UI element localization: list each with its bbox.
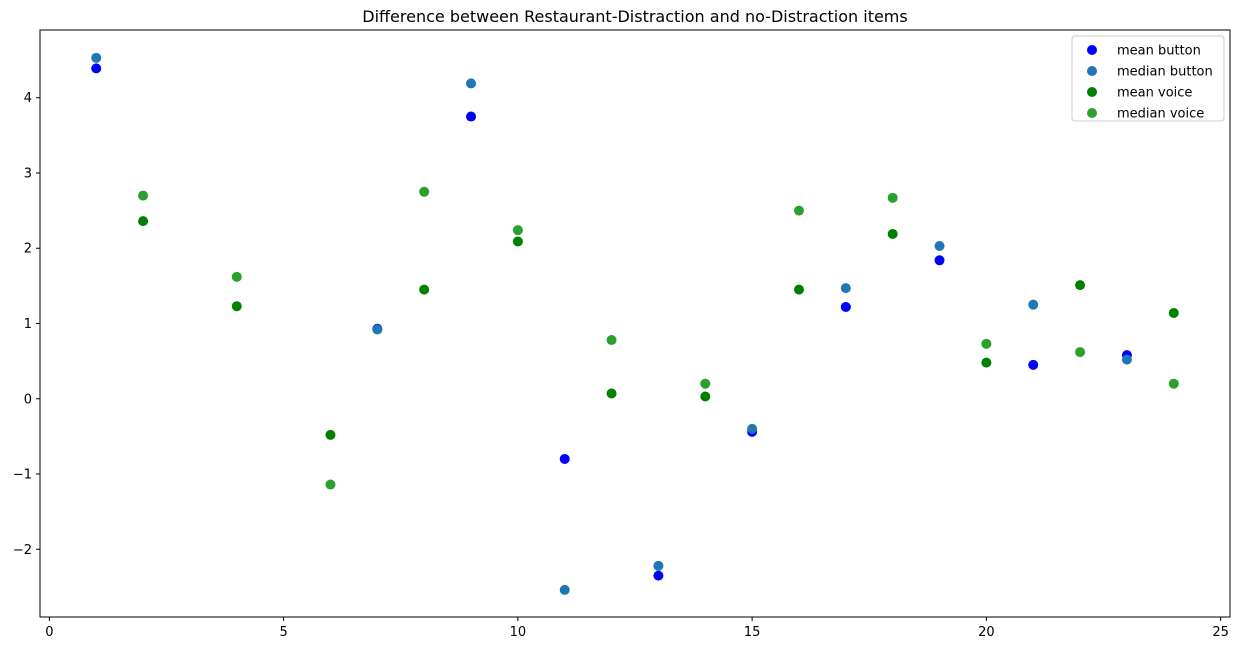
data-point (700, 378, 711, 389)
data-point (138, 216, 149, 227)
data-point (512, 236, 523, 247)
data-point (1121, 354, 1132, 365)
data-point (466, 78, 477, 89)
x-tick-label: 25 (1212, 625, 1229, 640)
data-point (887, 192, 898, 203)
plot-frame (39, 29, 1231, 618)
data-point (1075, 280, 1086, 291)
data-point (934, 255, 945, 266)
legend-marker (1087, 45, 1097, 55)
data-point (653, 560, 664, 571)
legend-marker (1087, 108, 1097, 118)
data-point (606, 335, 617, 346)
x-tick-label: 20 (978, 625, 995, 640)
x-tick-label: 5 (279, 625, 287, 640)
data-point (840, 283, 851, 294)
data-point (606, 388, 617, 399)
plot-axes: 0 5 10 15 20 25 −2 −1 0 1 2 3 4 (13, 29, 1231, 640)
data-point (1168, 378, 1179, 389)
legend-label: median voice (1117, 107, 1204, 122)
data-point (1028, 299, 1039, 310)
legend-label: mean button (1117, 44, 1201, 59)
data-point (981, 357, 992, 368)
legend-marker (1087, 66, 1097, 76)
data-point (325, 479, 336, 490)
data-point (91, 52, 102, 63)
data-point (793, 205, 804, 216)
data-point (512, 225, 523, 236)
y-tick-label: −1 (13, 468, 32, 483)
data-point (559, 584, 570, 595)
y-tick-label: 2 (24, 242, 32, 257)
series-median-voice (138, 186, 1179, 490)
data-points (91, 52, 1179, 595)
data-point (1075, 347, 1086, 358)
legend-marker (1087, 87, 1097, 97)
series-mean-voice (138, 216, 1179, 440)
data-point (653, 570, 664, 581)
x-tick-label: 15 (744, 625, 761, 640)
data-point (1028, 359, 1039, 370)
data-point (231, 271, 242, 282)
data-point (934, 240, 945, 251)
legend: mean button median button mean voice median… (1071, 35, 1225, 122)
legend-box (1071, 35, 1225, 122)
x-tick-label: 0 (45, 625, 53, 640)
data-point (91, 63, 102, 74)
data-point (887, 228, 898, 239)
data-point (419, 186, 430, 197)
y-tick-label: 4 (24, 91, 32, 106)
data-point (981, 338, 992, 349)
data-point (793, 284, 804, 295)
legend-label: mean voice (1117, 86, 1192, 101)
data-point (325, 429, 336, 440)
data-point (747, 423, 758, 434)
data-point (1168, 307, 1179, 318)
legend-label: median button (1117, 65, 1213, 80)
data-point (231, 301, 242, 312)
x-tick-label: 10 (510, 625, 527, 640)
y-tick-label: 3 (24, 166, 32, 181)
y-tick-label: 1 (24, 317, 32, 332)
y-tick-label: 0 (24, 392, 32, 407)
series-mean-button (91, 63, 1132, 581)
data-point (372, 324, 383, 335)
series-median-button (91, 52, 1132, 595)
chart-title: Difference between Restaurant-Distractio… (362, 7, 907, 26)
data-point (138, 190, 149, 201)
data-point (559, 453, 570, 464)
data-point (466, 111, 477, 122)
data-point (700, 391, 711, 402)
data-point (419, 284, 430, 295)
data-point (840, 301, 851, 312)
y-tick-label: −2 (13, 543, 32, 558)
